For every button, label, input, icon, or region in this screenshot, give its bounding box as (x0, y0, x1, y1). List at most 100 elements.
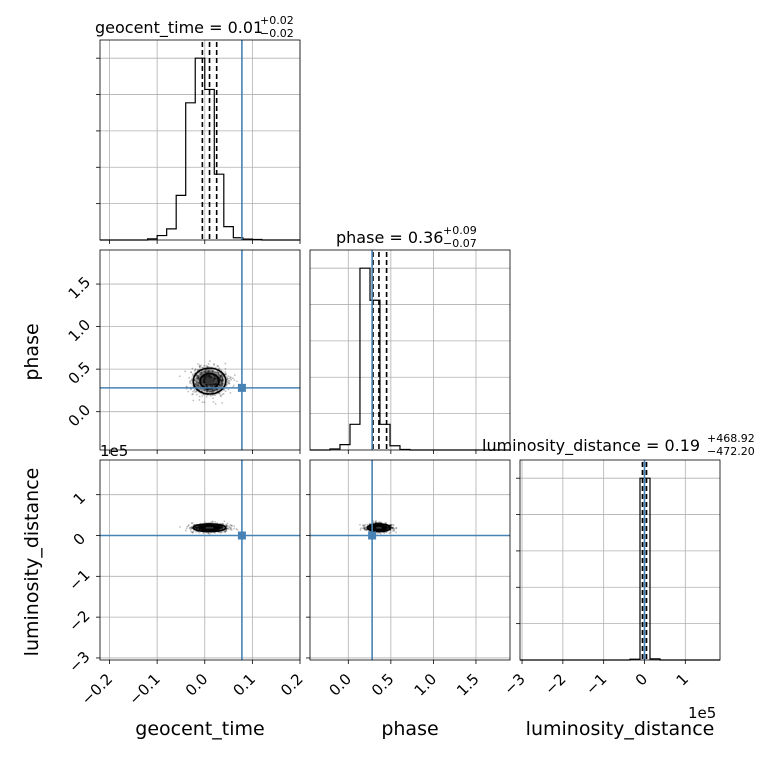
title-phase-plus: +0.09 (443, 224, 477, 237)
density-layer (310, 460, 510, 660)
sample-point (206, 389, 209, 392)
sample-point (213, 527, 216, 529)
x-tick-label: 0 (632, 670, 651, 689)
sample-point (374, 526, 377, 529)
title-geocent-time-minus: −0.02 (260, 27, 294, 40)
sample-point (213, 380, 216, 382)
sample-point (203, 527, 206, 529)
sample-point (220, 379, 223, 382)
sample-point (201, 379, 204, 382)
sample-point (368, 526, 371, 529)
contour-inner (199, 524, 220, 531)
sample-point (364, 526, 366, 529)
panel-frame (99, 249, 301, 451)
sample-point (391, 527, 394, 530)
contour-outer (192, 367, 227, 395)
sample-point (221, 377, 224, 380)
sample-point (196, 363, 199, 365)
sample-point (207, 376, 210, 379)
sample-point (202, 389, 205, 392)
sample-point (197, 378, 200, 381)
sample-point (202, 527, 205, 529)
sample-point (213, 379, 216, 382)
sample-point (382, 527, 385, 529)
sample-point (203, 376, 206, 379)
sample-point (196, 377, 199, 380)
x-tick-label: 0.0 (325, 670, 355, 700)
truth-marker (237, 531, 246, 540)
sample-point (218, 384, 221, 387)
sample-point (235, 528, 238, 530)
sample-point (207, 532, 210, 534)
sample-point (222, 530, 225, 533)
sample-point (191, 373, 194, 376)
sample-point (369, 525, 372, 528)
sample-point (227, 527, 230, 530)
sample-point (198, 365, 201, 368)
sample-point (224, 367, 227, 370)
sample-point (395, 526, 397, 529)
sample-point (220, 382, 223, 385)
sample-point (196, 380, 198, 383)
sample-point (198, 376, 200, 379)
sample-point (195, 376, 198, 379)
sample-point (202, 383, 205, 386)
sample-point (220, 380, 223, 383)
sample-point (206, 390, 208, 393)
sample-point (208, 374, 211, 377)
sample-point (214, 402, 217, 405)
sample-point (220, 379, 223, 382)
sample-point (190, 525, 193, 528)
panel-frame (99, 459, 301, 661)
sample-point (230, 378, 233, 381)
sample-point (213, 382, 216, 385)
sample-point (381, 526, 384, 529)
sample-point (221, 377, 224, 379)
sample-point (191, 531, 194, 534)
sample-point (195, 384, 198, 387)
sample-point (194, 383, 197, 386)
sample-point (219, 528, 221, 530)
sample-point (219, 525, 222, 528)
sample-point (204, 377, 206, 380)
sample-point (214, 526, 217, 529)
sample-point (232, 384, 235, 387)
sample-point (208, 384, 210, 386)
sample-point (213, 381, 216, 384)
sample-point (206, 369, 209, 371)
y-tick-label: −1 (65, 566, 93, 594)
sample-point (205, 389, 208, 391)
sample-point (205, 374, 208, 377)
sample-point (218, 393, 221, 395)
sample-point (213, 378, 215, 381)
sample-point (213, 382, 215, 385)
title-luminosity-distance: luminosity_distance = 0.19 (482, 436, 700, 456)
sample-point (194, 379, 197, 382)
sample-point (221, 380, 223, 383)
sample-point (374, 527, 376, 529)
sample-point (198, 531, 201, 534)
sample-point (223, 520, 226, 523)
sample-point (206, 384, 208, 387)
sample-point (197, 526, 200, 529)
sample-point (198, 388, 201, 391)
sample-point (216, 365, 219, 367)
sample-point (206, 391, 208, 394)
sample-point (190, 388, 193, 391)
sample-point (219, 525, 222, 528)
sample-point (214, 378, 217, 381)
sample-point (204, 527, 207, 530)
sample-point (193, 369, 196, 372)
sample-point (220, 375, 222, 377)
sample-point (189, 379, 192, 382)
sample-point (202, 381, 205, 384)
sample-point (221, 376, 224, 379)
sample-point (391, 526, 394, 529)
sample-point (203, 377, 205, 380)
sample-point (201, 381, 203, 384)
sample-point (386, 526, 389, 529)
sample-point (204, 375, 206, 378)
sample-point (206, 389, 209, 392)
sample-point (224, 362, 227, 365)
sample-point (202, 526, 205, 529)
